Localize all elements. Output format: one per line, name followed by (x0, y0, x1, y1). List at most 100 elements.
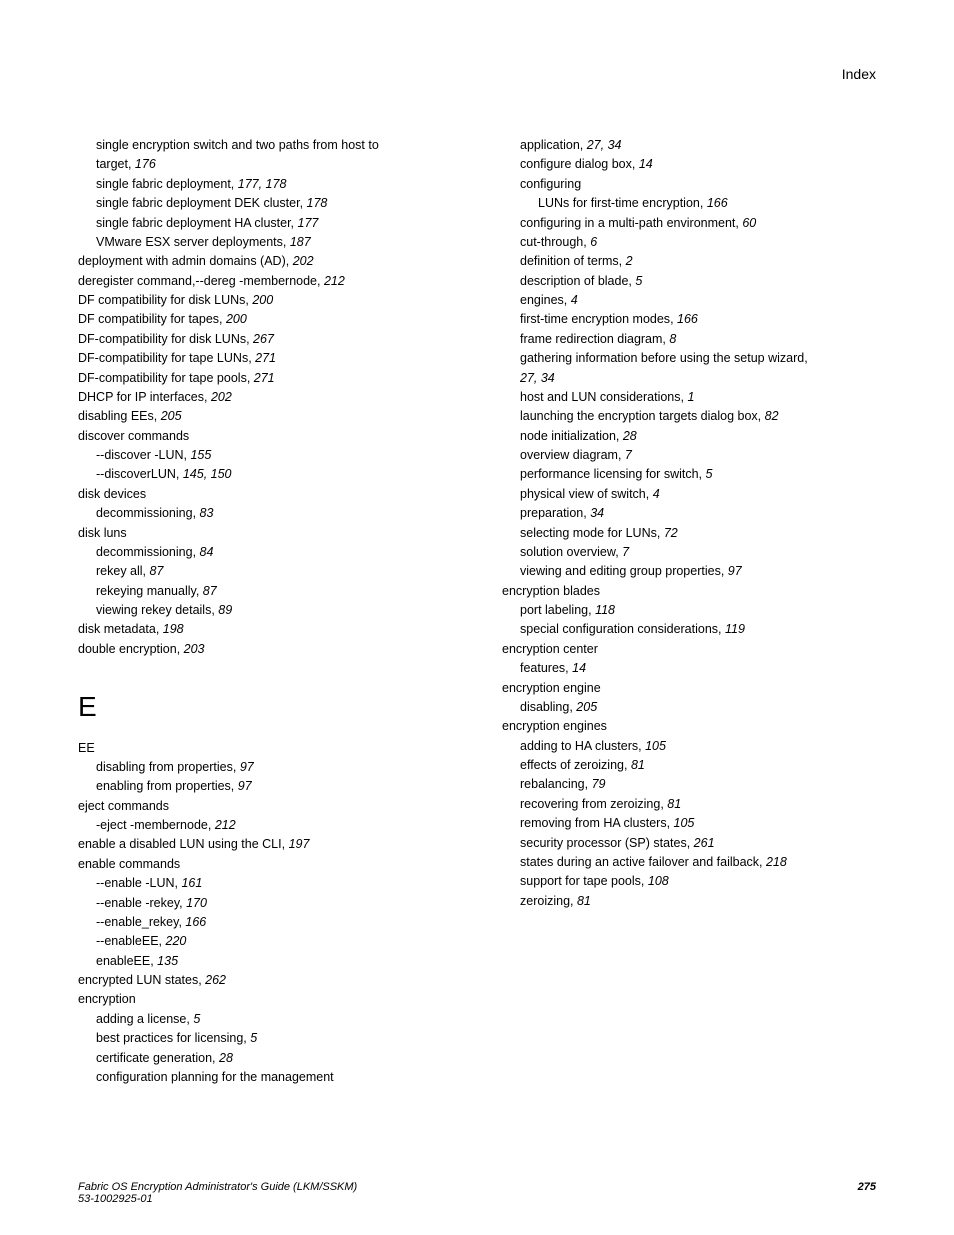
index-entry-separator: , (759, 855, 766, 869)
index-entry: selecting mode for LUNs, 72 (502, 524, 876, 543)
index-entry-text: frame redirection diagram (520, 332, 662, 346)
index-entry-text: --discover -LUN (96, 448, 184, 462)
index-entry-pages: 4 (571, 293, 578, 307)
index-entry-separator: , (143, 564, 150, 578)
index-entry-pages: 72 (664, 526, 678, 540)
index-entry-pages: 6 (590, 235, 597, 249)
index-entry-pages: 177, 178 (238, 177, 287, 191)
index-entry: adding a license, 5 (78, 1010, 452, 1029)
index-entry-separator: , (177, 642, 184, 656)
index-entry: removing from HA clusters, 105 (502, 814, 876, 833)
index-entry-pages: 2 (626, 254, 633, 268)
index-entry-text: single fabric deployment (96, 177, 231, 191)
index-entry: overview diagram, 7 (502, 446, 876, 465)
index-entry-pages: 262 (205, 973, 226, 987)
index-entry-pages: 5 (250, 1031, 257, 1045)
index-entry: encryption blades (502, 582, 876, 601)
index-entry-text: enableEE (96, 954, 150, 968)
index-entry: engines, 4 (502, 291, 876, 310)
index-entry-separator: , (231, 779, 238, 793)
index-entry: enabling from properties, 97 (78, 777, 452, 796)
index-entry-text: features (520, 661, 565, 675)
index-entry-text: rebalancing (520, 777, 585, 791)
index-entry: disk devices (78, 485, 452, 504)
index-entry-text: VMware ESX server deployments (96, 235, 283, 249)
index-entry-text: --enable_rekey (96, 915, 178, 929)
index-entry-pages: 1 (687, 390, 694, 404)
index-entry: physical view of switch, 4 (502, 485, 876, 504)
index-entry: description of blade, 5 (502, 272, 876, 291)
index-entry-text: DF-compatibility for tape pools (78, 371, 247, 385)
index-entry-text: deregister command,--dereg -membernode (78, 274, 317, 288)
index-entry-text: best practices for licensing (96, 1031, 243, 1045)
index-entry-separator: , (687, 836, 694, 850)
index-entry-pages: 60 (742, 216, 756, 230)
index-entry-separator: , (657, 526, 664, 540)
index-entry-separator: , (580, 138, 587, 152)
index-entry-text: enable commands (78, 857, 180, 871)
index-entry-pages: 97 (240, 760, 254, 774)
index-entry-separator: , (585, 777, 592, 791)
index-entry-pages: 271 (255, 351, 276, 365)
index-entry-text: decommissioning (96, 545, 193, 559)
index-entry-separator: , (159, 934, 166, 948)
index-entry-separator: , (641, 874, 648, 888)
index-entry-text: single fabric deployment HA cluster (96, 216, 291, 230)
index-entry-text: --enable -rekey (96, 896, 179, 910)
index-entry-text: application (520, 138, 580, 152)
index-entry: single encryption switch and two paths f… (78, 136, 452, 155)
index-entry-separator: , (282, 837, 289, 851)
index-entry: decommissioning, 83 (78, 504, 452, 523)
index-entry-text: encryption engine (502, 681, 601, 695)
index-entry-text: viewing rekey details (96, 603, 211, 617)
index-entry: viewing rekey details, 89 (78, 601, 452, 620)
index-content: single encryption switch and two paths f… (78, 136, 876, 1087)
index-entry-pages: 118 (595, 603, 615, 617)
index-entry-pages: 135 (157, 954, 178, 968)
index-entry-text: encryption engines (502, 719, 607, 733)
index-entry-pages: 28 (623, 429, 637, 443)
index-entry: DF-compatibility for disk LUNs, 267 (78, 330, 452, 349)
index-entry-pages: 97 (238, 779, 252, 793)
index-entry-text: eject commands (78, 799, 169, 813)
index-entry: rekeying manually, 87 (78, 582, 452, 601)
index-entry-text: configuring in a multi-path environment (520, 216, 735, 230)
index-entry-pages: 161 (181, 876, 202, 890)
index-entry-separator: , (128, 157, 135, 171)
index-entry: encrypted LUN states, 262 (78, 971, 452, 990)
index-entry: features, 14 (502, 659, 876, 678)
index-entry-pages: 89 (218, 603, 232, 617)
index-entry-pages: 187 (290, 235, 311, 249)
index-entry: decommissioning, 84 (78, 543, 452, 562)
index-entry-separator: , (632, 157, 639, 171)
index-entry-text: rekeying manually (96, 584, 196, 598)
index-entry: definition of terms, 2 (502, 252, 876, 271)
index-entry-separator: , (570, 894, 577, 908)
index-entry: port labeling, 118 (502, 601, 876, 620)
index-entry-separator: , (231, 177, 238, 191)
index-entry-text: configuration planning for the managemen… (96, 1070, 334, 1084)
index-entry-text: engines (520, 293, 564, 307)
index-entry: single fabric deployment, 177, 178 (78, 175, 452, 194)
index-entry: frame redirection diagram, 8 (502, 330, 876, 349)
index-entry-separator: , (212, 1051, 219, 1065)
index-entry-pages: 105 (674, 816, 695, 830)
index-entry-separator: , (286, 254, 293, 268)
index-entry-pages: 166 (677, 312, 698, 326)
index-entry-separator: , (667, 816, 674, 830)
index-entry-text: EE (78, 741, 95, 755)
index-entry: recovering from zeroizing, 81 (502, 795, 876, 814)
index-entry: states during an active failover and fai… (502, 853, 876, 872)
index-entry-text: --enable -LUN (96, 876, 175, 890)
index-entry: DF compatibility for disk LUNs, 200 (78, 291, 452, 310)
index-entry-text: DF-compatibility for tape LUNs (78, 351, 248, 365)
footer-doc-title: Fabric OS Encryption Administrator's Gui… (78, 1181, 357, 1193)
index-entry-text: LUNs for first-time encryption (538, 196, 700, 210)
index-entry-pages: 81 (667, 797, 681, 811)
index-entry: deregister command,--dereg -membernode, … (78, 272, 452, 291)
index-entry: best practices for licensing, 5 (78, 1029, 452, 1048)
index-entry: disabling EEs, 205 (78, 407, 452, 426)
index-entry: enable commands (78, 855, 452, 874)
index-entry: configuring (502, 175, 876, 194)
index-entry-pages: 4 (653, 487, 660, 501)
